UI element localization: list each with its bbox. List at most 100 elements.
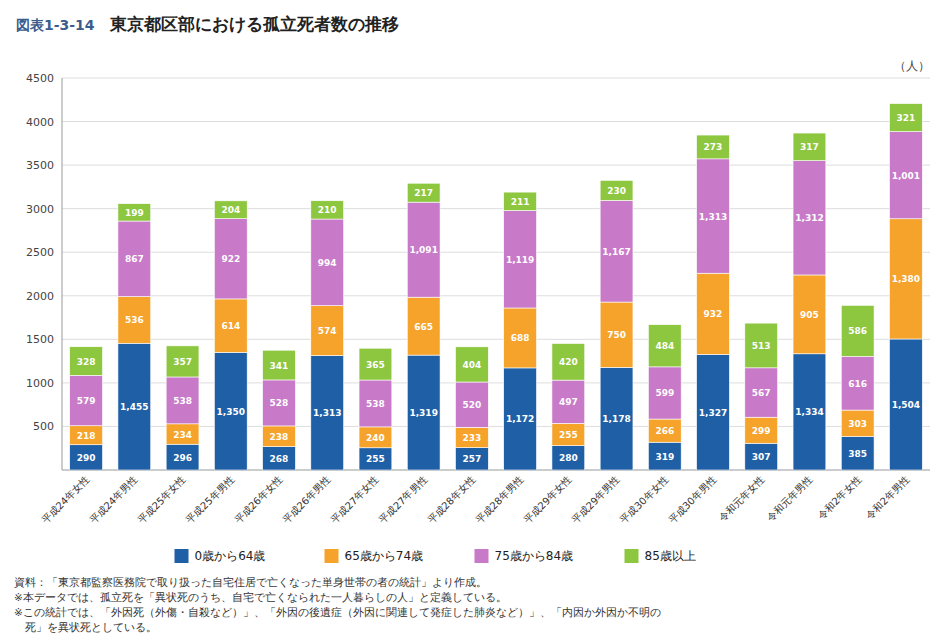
x-tick-label: 令和元年女性 [716,474,766,524]
data-label: 299 [752,426,771,436]
bar-segment [214,219,247,299]
x-tick-label: 平成27年女性 [329,474,381,526]
data-label: 1,327 [699,408,727,418]
bar-segment [70,347,103,376]
data-label: 1,504 [892,400,920,410]
data-label: 266 [655,426,674,436]
data-label: 1,119 [506,255,534,265]
x-tick-label: 平成28年男性 [473,474,525,526]
data-label: 994 [318,258,337,268]
data-label: 574 [318,326,337,336]
bar-segment [70,375,103,425]
x-tick-label: 平成30年女性 [618,474,670,526]
x-tick-label: 平成30年男性 [666,474,718,526]
bar-segment [841,305,874,356]
data-label: 1,334 [795,407,823,417]
legend-swatch [325,549,339,563]
data-label: 1,313 [313,408,341,418]
bar-segment [889,132,922,219]
data-label: 665 [414,322,433,332]
grid-line [62,121,930,122]
data-label: 538 [366,399,385,409]
bar-segment [359,448,392,470]
title: 東京都区部における孤立死者数の推移 [109,14,399,34]
data-label: 1,455 [120,402,148,412]
data-label: 1,350 [217,407,245,417]
legend-label: 0歳から64歳 [195,549,266,563]
bar-segment [263,350,296,380]
legend-swatch [175,549,189,563]
y-axis-line [62,78,63,470]
bar-segment [745,443,778,470]
y-tick-label: 4000 [26,116,54,129]
data-label: 365 [366,360,385,370]
bar-segment [311,219,344,306]
data-label: 1,167 [602,247,630,257]
notes: 資料：「東京都監察医務院で取り扱った自宅住居で亡くなった単身世帯の者の統計」より… [14,576,661,633]
data-label: 273 [704,142,723,152]
bar-segment [214,201,247,219]
bar-segment [504,210,537,307]
data-label: 217 [414,188,433,198]
y-tick-label: 3500 [26,159,54,172]
x-tick-label: 平成29年女性 [522,474,574,526]
x-tick-label: 平成27年男性 [377,474,429,526]
legend-label: 75歳から84歳 [495,549,574,563]
data-label: 1,313 [699,212,727,222]
bar-segment [648,325,681,367]
bar-segment [407,202,440,297]
note: ※この統計では、「外因死（外傷・自殺など）」、「外因の後遺症（外因に関連して発症… [14,606,661,618]
bar-segment [311,201,344,219]
legend-label: 65歳から74歳 [345,549,424,563]
data-labels: 2901,4552961,3502681,3132551,3192571,172… [77,113,920,464]
bar-segment [359,348,392,380]
data-label: 1,319 [409,408,437,418]
bar-segment [455,382,488,427]
bar-segment [793,275,826,354]
bar-segment [793,133,826,161]
data-label: 536 [125,315,144,325]
bar-segment [118,297,151,344]
data-label: 520 [462,400,481,410]
data-label: 303 [848,419,867,429]
legend-swatch [625,549,639,563]
data-label: 218 [77,431,96,441]
data-label: 319 [655,452,674,462]
bar-segment [504,368,537,470]
bar-segment [455,427,488,447]
bar-segment [745,417,778,443]
data-label: 567 [752,388,771,398]
bar-segment [697,354,730,470]
data-label: 538 [173,396,192,406]
bar-segment [70,426,103,445]
data-label: 484 [655,341,674,351]
bar-segment [648,367,681,419]
bar-segment [841,436,874,470]
bar-segment [889,104,922,132]
data-label: 528 [270,398,289,408]
bar-segment [118,204,151,221]
bar-segment [359,380,392,427]
data-label: 238 [270,432,289,442]
data-label: 1,001 [892,171,920,181]
data-label: 867 [125,254,144,264]
legend: 0歳から64歳65歳から74歳75歳から84歳85歳以上 [175,549,696,563]
bar-segment [600,180,633,200]
data-label: 579 [77,396,96,406]
bar-segment [118,343,151,470]
y-tick-label: 3000 [26,203,54,216]
data-label: 204 [221,205,240,215]
data-label: 210 [318,205,337,215]
bar-segment [455,448,488,470]
bar-segment [166,444,199,470]
title-bar: 図表1-3-14東京都区部における孤立死者数の推移 [16,14,399,34]
note: 死」を異状死としている。 [14,621,157,633]
data-label: 905 [800,310,819,320]
y-tick-label: 1500 [26,333,54,346]
bar-segment [311,306,344,356]
page: {"chart_data": { "type": "bar", "stacked… [0,0,949,642]
data-label: 586 [848,326,867,336]
bar-segment [407,355,440,470]
bar-segment [841,356,874,410]
data-label: 240 [366,433,385,443]
